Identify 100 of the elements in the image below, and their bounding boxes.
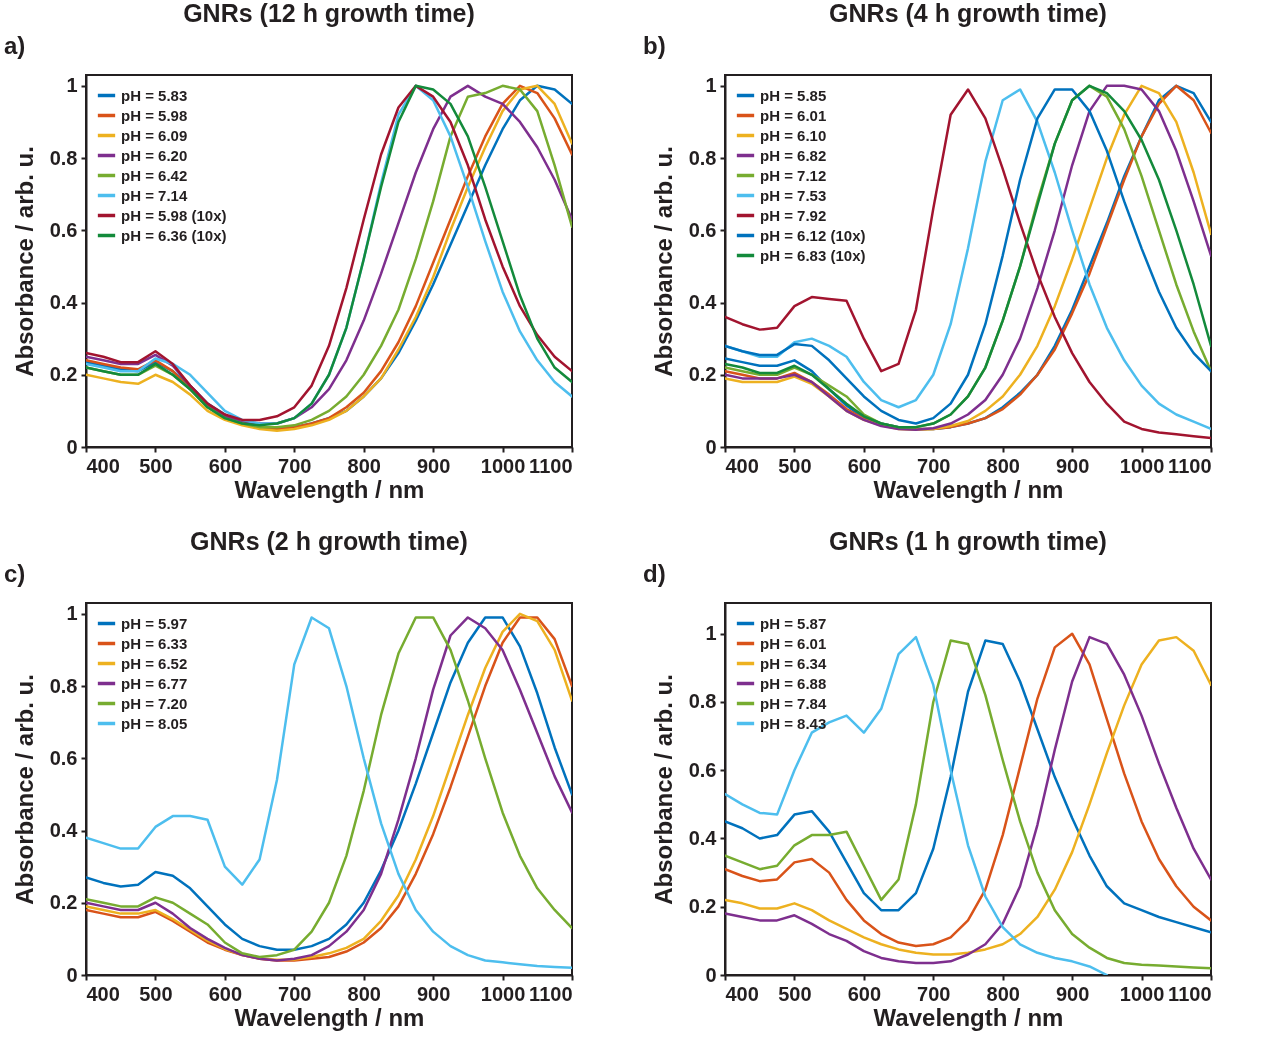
x-tick-label: 500 bbox=[139, 454, 173, 477]
x-tick-label: 600 bbox=[208, 982, 243, 1005]
y-tick-label: 0.2 bbox=[688, 895, 717, 918]
y-axis-title: Absorbance / arb. u. bbox=[10, 146, 38, 377]
y-tick-label: 1 bbox=[66, 74, 78, 97]
x-axis-title: Wavelength / nm bbox=[234, 1003, 425, 1031]
x-tick-label: 900 bbox=[416, 982, 451, 1005]
y-tick-label: 0.8 bbox=[688, 690, 717, 713]
legend-label: pH = 6.82 bbox=[760, 146, 827, 164]
y-tick-label: 0 bbox=[66, 435, 78, 458]
x-tick-label: 400 bbox=[725, 982, 759, 1005]
y-tick-label: 0.4 bbox=[49, 819, 79, 842]
y-axis-title: Absorbance / arb. u. bbox=[649, 674, 677, 905]
y-tick-label: 1 bbox=[66, 602, 78, 625]
legend-label: pH = 5.87 bbox=[760, 614, 827, 632]
legend-label: pH = 6.33 bbox=[121, 634, 188, 652]
x-tick-label: 700 bbox=[278, 454, 312, 477]
legend-label: pH = 6.20 bbox=[121, 146, 188, 164]
y-tick-label: 0.6 bbox=[49, 746, 78, 769]
y-tick-label: 0.2 bbox=[49, 363, 78, 386]
x-tick-label: 700 bbox=[278, 982, 312, 1005]
legend-label: pH = 6.12 (10x) bbox=[760, 226, 866, 244]
x-tick-label: 1000 bbox=[480, 454, 526, 477]
y-tick-label: 1 bbox=[705, 622, 717, 645]
y-tick-label: 0.4 bbox=[49, 291, 79, 314]
y-tick-label: 0.2 bbox=[49, 891, 78, 914]
x-tick-label: 800 bbox=[986, 982, 1020, 1005]
x-axis-title: Wavelength / nm bbox=[234, 475, 425, 503]
legend-label: pH = 8.43 bbox=[760, 714, 827, 732]
y-tick-label: 0 bbox=[705, 435, 717, 458]
x-tick-label: 600 bbox=[208, 454, 243, 477]
y-tick-label: 0.6 bbox=[688, 218, 717, 241]
y-tick-label: 0.8 bbox=[49, 674, 78, 697]
x-tick-label: 700 bbox=[917, 454, 951, 477]
legend-label: pH = 5.98 (10x) bbox=[121, 206, 227, 224]
x-tick-label: 500 bbox=[778, 982, 812, 1005]
legend-label: pH = 7.20 bbox=[121, 694, 188, 712]
x-tick-label: 800 bbox=[986, 454, 1020, 477]
legend-label: pH = 5.97 bbox=[121, 614, 188, 632]
legend-label: pH = 5.83 bbox=[121, 86, 188, 104]
text: b) bbox=[643, 32, 666, 59]
chart-title: GNRs (4 h growth time) bbox=[829, 0, 1107, 27]
legend-label: pH = 6.36 (10x) bbox=[121, 226, 227, 244]
text: d) bbox=[643, 560, 666, 587]
legend-label: pH = 6.83 (10x) bbox=[760, 246, 866, 264]
x-tick-label: 1100 bbox=[1168, 982, 1212, 1005]
x-axis-title: Wavelength / nm bbox=[873, 475, 1064, 503]
x-tick-label: 1100 bbox=[1168, 454, 1212, 477]
chart-title: GNRs (1 h growth time) bbox=[829, 527, 1107, 555]
y-tick-label: 0.8 bbox=[688, 146, 717, 169]
x-tick-label: 400 bbox=[725, 454, 759, 477]
x-tick-label: 600 bbox=[847, 982, 882, 1005]
x-tick-label: 800 bbox=[347, 454, 381, 477]
x-tick-label: 600 bbox=[847, 454, 882, 477]
legend-label: pH = 6.01 bbox=[760, 106, 827, 124]
legend-label: pH = 6.88 bbox=[760, 674, 827, 692]
legend-label: pH = 5.85 bbox=[760, 86, 827, 104]
x-tick-label: 1100 bbox=[529, 982, 573, 1005]
legend-label: pH = 6.10 bbox=[760, 126, 827, 144]
text: a) bbox=[4, 32, 26, 59]
legend-label: pH = 7.53 bbox=[760, 186, 827, 204]
legend-label: pH = 8.05 bbox=[121, 714, 188, 732]
x-tick-label: 900 bbox=[416, 454, 451, 477]
x-axis-title: Wavelength / nm bbox=[873, 1003, 1064, 1031]
y-tick-label: 0.4 bbox=[688, 826, 718, 849]
x-tick-label: 800 bbox=[347, 982, 381, 1005]
x-tick-label: 1000 bbox=[1119, 454, 1165, 477]
legend-label: pH = 6.52 bbox=[121, 654, 188, 672]
legend-label: pH = 6.77 bbox=[121, 674, 188, 692]
x-tick-label: 700 bbox=[917, 982, 951, 1005]
x-tick-label: 500 bbox=[139, 982, 173, 1005]
y-tick-label: 0.2 bbox=[688, 363, 717, 386]
x-tick-label: 1100 bbox=[529, 454, 573, 477]
y-tick-label: 1 bbox=[705, 74, 717, 97]
legend-label: pH = 6.09 bbox=[121, 126, 188, 144]
y-axis-title: Absorbance / arb. u. bbox=[649, 146, 677, 377]
legend-label: pH = 7.92 bbox=[760, 206, 827, 224]
legend-label: pH = 7.84 bbox=[760, 694, 827, 712]
x-tick-label: 900 bbox=[1055, 454, 1090, 477]
y-tick-label: 0 bbox=[705, 963, 717, 986]
chart-title: GNRs (2 h growth time) bbox=[190, 527, 468, 555]
x-tick-label: 400 bbox=[86, 982, 120, 1005]
text: c) bbox=[4, 560, 26, 587]
legend-label: pH = 5.98 bbox=[121, 106, 188, 124]
y-tick-label: 0.6 bbox=[49, 218, 78, 241]
y-tick-label: 0 bbox=[66, 963, 78, 986]
y-tick-label: 0.6 bbox=[688, 758, 717, 781]
x-tick-label: 1000 bbox=[480, 982, 526, 1005]
x-tick-label: 400 bbox=[86, 454, 120, 477]
y-axis-title: Absorbance / arb. u. bbox=[10, 674, 38, 905]
y-tick-label: 0.8 bbox=[49, 146, 78, 169]
x-tick-label: 900 bbox=[1055, 982, 1090, 1005]
y-tick-label: 0.4 bbox=[688, 291, 718, 314]
x-tick-label: 1000 bbox=[1119, 982, 1165, 1005]
legend-label: pH = 7.12 bbox=[760, 166, 827, 184]
chart-title: GNRs (12 h growth time) bbox=[183, 0, 475, 27]
legend-label: pH = 7.14 bbox=[121, 186, 188, 204]
x-tick-label: 500 bbox=[778, 454, 812, 477]
legend-label: pH = 6.42 bbox=[121, 166, 188, 184]
legend-label: pH = 6.34 bbox=[760, 654, 827, 672]
